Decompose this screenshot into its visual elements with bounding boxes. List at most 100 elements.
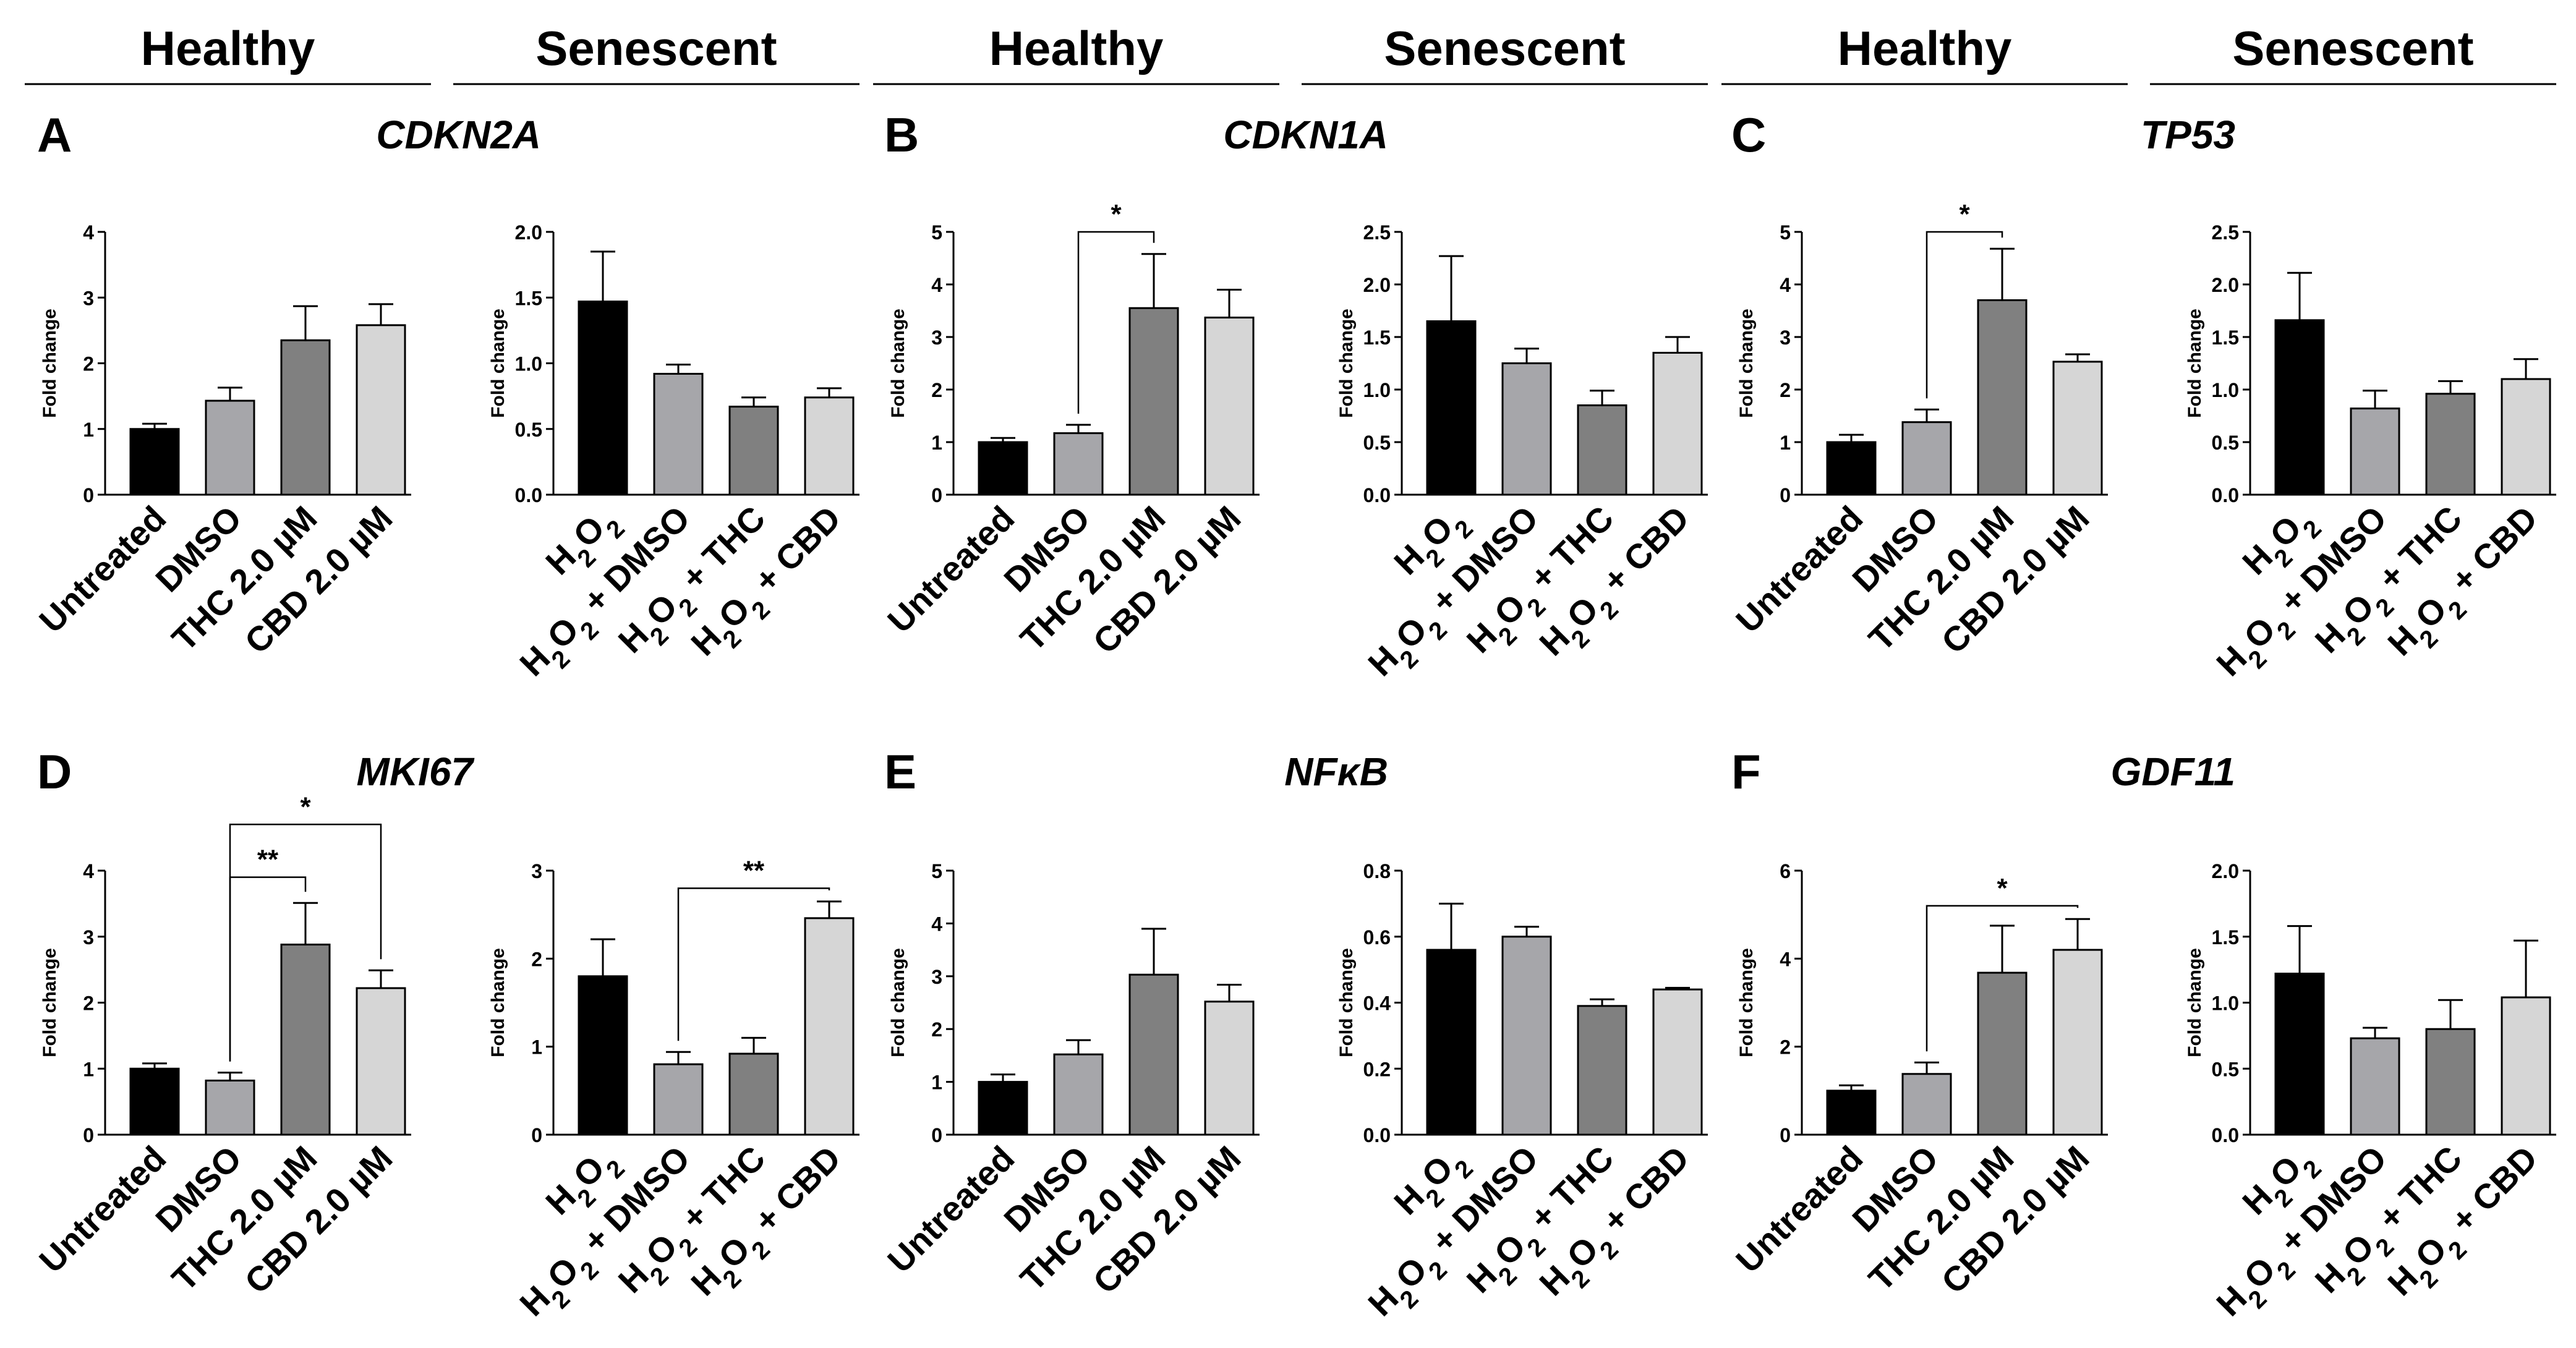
y-tick-label: 1.0 [2212, 992, 2239, 1015]
y-tick-label: 1.0 [515, 353, 542, 375]
panel-letter-F: F [1731, 744, 1761, 799]
y-tick-label: 4 [931, 913, 942, 935]
y-tick-label: 2 [931, 379, 942, 401]
bar [728, 1052, 779, 1136]
y-tick-label: 2 [931, 1018, 942, 1041]
bar [1128, 973, 1179, 1136]
bar [129, 1067, 180, 1136]
y-tick-label: 0.4 [1363, 992, 1391, 1015]
bar [578, 975, 628, 1136]
y-tick-label: 1 [83, 419, 94, 441]
bar [280, 944, 331, 1136]
y-tick-label: 3 [83, 287, 94, 309]
y-tick-label: 3 [931, 326, 942, 349]
bar [280, 339, 331, 496]
bar [2274, 973, 2325, 1136]
y-tick-label: 1.5 [1363, 326, 1391, 349]
y-tick-label: 3 [83, 926, 94, 949]
bar [978, 441, 1028, 496]
bar [1901, 421, 1952, 496]
bar [653, 373, 704, 496]
bar [2052, 360, 2103, 496]
bar [1426, 949, 1477, 1136]
bar [356, 987, 406, 1136]
group-header-2: Healthy [989, 21, 1164, 75]
y-tick-label: 2.0 [515, 221, 542, 244]
bar [1977, 971, 2028, 1136]
panel-letter-E: E [884, 744, 916, 799]
bar [728, 406, 779, 496]
significance-bracket [1926, 905, 2079, 1052]
panel-letter-D: D [37, 744, 72, 799]
y-axis-label: Fold change [1336, 309, 1357, 418]
y-tick-label: 0 [83, 484, 94, 506]
y-tick-label: 0.5 [515, 419, 542, 441]
bar [804, 917, 855, 1136]
significance-bracket [1077, 231, 1155, 414]
gene-title-E: NFκB [1284, 749, 1388, 794]
y-tick-label: 0.0 [2212, 1124, 2239, 1146]
group-header-0: Healthy [141, 21, 315, 75]
y-tick-label: 2 [83, 992, 94, 1015]
y-tick-label: 0.0 [515, 484, 542, 506]
y-tick-label: 0.0 [1363, 484, 1391, 506]
y-tick-label: 0.0 [2212, 484, 2239, 506]
significance-bracket [677, 887, 830, 1041]
significance-label: ** [743, 855, 765, 885]
y-tick-label: 1 [1780, 432, 1791, 454]
y-tick-label: 3 [931, 966, 942, 988]
y-tick-label: 0 [1780, 1124, 1791, 1146]
bar [356, 324, 406, 496]
y-tick-label: 2.5 [2212, 221, 2239, 244]
y-tick-label: 2 [83, 353, 94, 375]
y-axis-label: Fold change [2185, 948, 2205, 1057]
bar [1652, 352, 1703, 496]
bar [2350, 1037, 2400, 1136]
bar [1577, 1005, 1627, 1136]
y-axis-label: Fold change [40, 948, 60, 1057]
y-axis-label: Fold change [888, 948, 908, 1057]
bar [2350, 407, 2400, 496]
y-tick-label: 2 [531, 948, 542, 970]
y-tick-label: 1 [83, 1058, 94, 1080]
significance-label: * [1959, 199, 1970, 229]
y-tick-label: 4 [931, 274, 942, 296]
significance-label: * [1111, 199, 1122, 229]
group-header-1: Senescent [535, 21, 777, 75]
y-tick-label: 1.5 [2212, 326, 2239, 349]
y-tick-label: 5 [931, 860, 942, 882]
y-tick-label: 2.0 [2212, 860, 2239, 882]
y-tick-label: 2 [1780, 1036, 1791, 1059]
bar [653, 1063, 704, 1136]
y-tick-label: 0 [531, 1124, 542, 1146]
bar [1977, 299, 2028, 496]
y-axis-label: Fold change [488, 309, 508, 418]
bar [2425, 1028, 2476, 1136]
y-axis-label: Fold change [1736, 948, 1757, 1057]
y-tick-label: 5 [1780, 221, 1791, 244]
significance-label: * [300, 791, 311, 822]
bar [1652, 988, 1703, 1136]
y-tick-label: 0 [931, 1124, 942, 1146]
y-tick-label: 1 [931, 1072, 942, 1094]
y-tick-label: 1 [931, 432, 942, 454]
gene-title-C: TP53 [2141, 113, 2235, 157]
bar [804, 396, 855, 496]
bar [1826, 1090, 1877, 1136]
y-tick-label: 1.0 [1363, 379, 1391, 401]
bar [1826, 441, 1877, 496]
gene-title-B: CDKN1A [1223, 113, 1388, 157]
y-tick-label: 0.0 [1363, 1124, 1391, 1146]
y-tick-label: 1.5 [2212, 926, 2239, 949]
